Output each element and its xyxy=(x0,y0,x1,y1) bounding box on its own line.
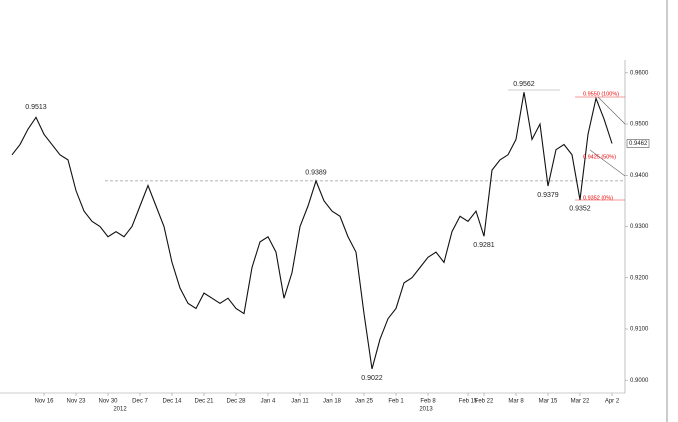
annotation: 0.9379 xyxy=(537,192,559,199)
x-tick-label: Nov 23 xyxy=(66,399,86,405)
x-tick-label: Jan 25 xyxy=(355,399,374,405)
trend-line xyxy=(597,96,626,125)
x-tick-label: Mar 22 xyxy=(571,399,590,405)
price-line xyxy=(11,92,613,370)
annotation: 0.9513 xyxy=(25,104,47,111)
y-tick-label: 0.9400 xyxy=(630,173,649,179)
x-tick-label: Feb 15 xyxy=(459,399,478,405)
level-label: 0.9425 (50%) xyxy=(583,154,616,160)
annotation: 0.9022 xyxy=(361,375,383,382)
y-tick-label: 0.9600 xyxy=(630,70,649,76)
annotation: 0.9389 xyxy=(305,170,327,177)
trend-line xyxy=(589,149,626,177)
x-tick-label: Jan 18 xyxy=(323,399,342,405)
level-label: 0.9352 (0%) xyxy=(583,195,613,201)
x-tick-label: Nov 16 xyxy=(34,399,54,405)
level-label: 0.9550 (100%) xyxy=(583,91,619,97)
x-tick-label: Feb 1 xyxy=(388,399,404,405)
y-tick-label: 0.9200 xyxy=(630,275,649,281)
last-price-label: 0.9462 xyxy=(629,141,648,147)
y-tick-label: 0.9100 xyxy=(630,327,649,333)
x-tick-label: Dec 14 xyxy=(162,399,182,405)
y-tick-label: 0.9000 xyxy=(630,378,649,384)
x-tick-label: Dec 21 xyxy=(194,399,214,405)
last-price-box xyxy=(626,139,650,148)
year-label: 2012 xyxy=(113,407,127,413)
x-tick-label: Nov 30 xyxy=(98,399,118,405)
annotation: 0.9562 xyxy=(513,81,535,88)
x-tick-label: Feb 8 xyxy=(420,399,436,405)
x-tick-label: Jan 11 xyxy=(291,399,309,405)
x-tick-label: Dec 28 xyxy=(226,399,246,405)
x-tick-label: Mar 8 xyxy=(508,399,524,405)
x-tick-label: Mar 15 xyxy=(539,399,558,405)
year-label: 2013 xyxy=(419,407,433,413)
x-tick-label: Feb 22 xyxy=(475,399,494,405)
y-tick-label: 0.9500 xyxy=(630,122,649,128)
x-tick-label: Jan 4 xyxy=(261,399,276,405)
x-tick-label: Apr 2 xyxy=(605,399,620,405)
annotation: 0.9352 xyxy=(569,206,591,213)
x-tick-label: Dec 7 xyxy=(132,399,148,405)
y-tick-label: 0.9300 xyxy=(630,224,649,230)
annotation: 0.9281 xyxy=(473,242,495,249)
